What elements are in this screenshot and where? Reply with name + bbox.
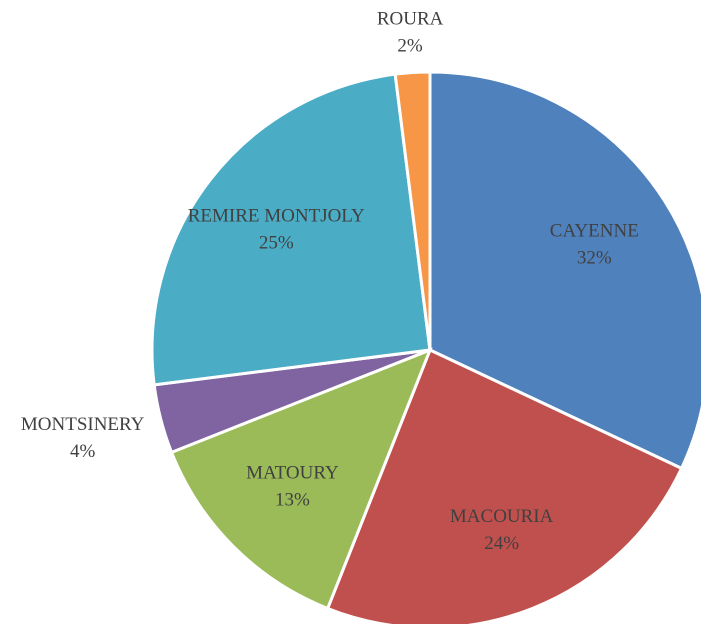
slice-label: REMIRE MONTJOLY 25% — [188, 206, 365, 254]
slice-label: MATOURY 13% — [246, 463, 339, 511]
category-label: ROURA — [377, 9, 444, 30]
slice-label: MONTSINERY 4% — [21, 415, 145, 463]
value-label: 4% — [70, 442, 96, 463]
pie-slice — [169, 347, 433, 611]
value-label: 25% — [259, 233, 294, 254]
value-label: 32% — [577, 248, 612, 269]
value-label: 13% — [275, 490, 310, 511]
pie-slice — [325, 347, 684, 624]
pie-slice — [428, 70, 701, 471]
slice-label: CAYENNE 32% — [550, 221, 639, 269]
slice-label: MACOURIA 24% — [450, 506, 554, 554]
slice-label: ROURA 2% — [377, 9, 444, 57]
category-label: CAYENNE — [550, 221, 639, 242]
category-label: MONTSINERY — [21, 415, 145, 436]
category-label: MATOURY — [246, 463, 339, 484]
pie-slice — [150, 72, 432, 387]
value-label: 2% — [397, 36, 423, 57]
category-label: REMIRE MONTJOLY — [188, 206, 365, 227]
category-label: MACOURIA — [450, 506, 554, 527]
pie-slice — [393, 70, 432, 351]
value-label: 24% — [484, 533, 519, 554]
